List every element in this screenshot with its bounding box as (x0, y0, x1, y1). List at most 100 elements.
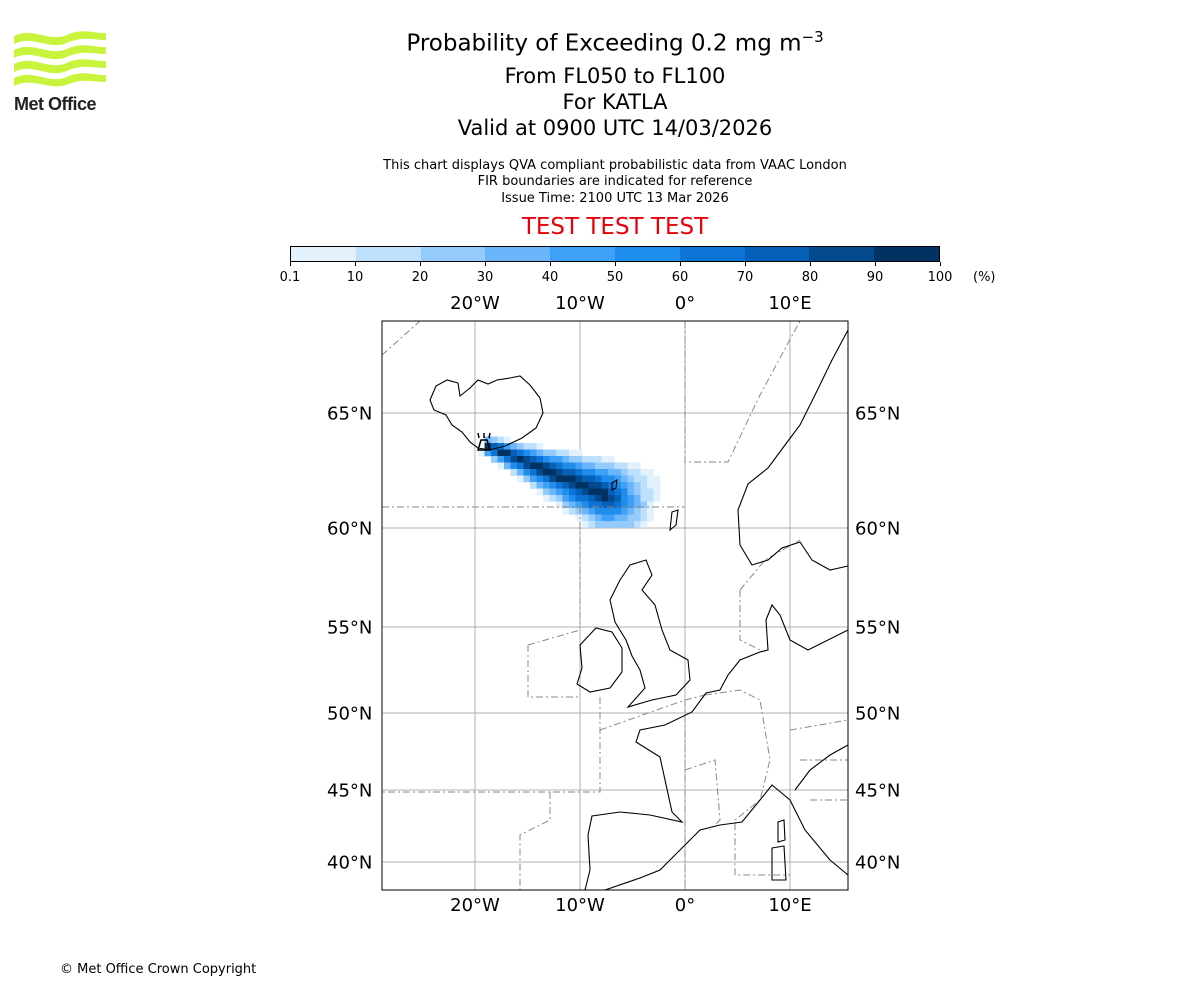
note-fir: FIR boundaries are indicated for referen… (477, 174, 753, 189)
ireland-coast (576, 627, 623, 693)
plume-cell (595, 514, 602, 522)
plume-cell (504, 456, 511, 463)
plume-cell (530, 449, 537, 457)
shetland-coast (669, 509, 679, 532)
colorbar-tick-label: 70 (736, 270, 754, 285)
great-britain-coast (609, 559, 691, 709)
plume-cell (634, 462, 641, 470)
plume-cell (582, 482, 589, 489)
plume-cell (556, 456, 563, 463)
plume-cell (582, 495, 589, 502)
longitude-label: 20°W (450, 895, 500, 916)
plume-cell (614, 482, 622, 489)
plume-cell (575, 456, 583, 463)
plume-cell (582, 469, 589, 476)
iceland-coast (429, 375, 544, 451)
plume-cell (549, 469, 557, 476)
colorbar-tick-mark (290, 262, 291, 266)
plume-cell (491, 456, 498, 463)
latitude-label: 55°N (327, 617, 373, 639)
plume-cell (647, 475, 654, 483)
plume-cell (575, 475, 583, 483)
plume-cell (504, 436, 511, 444)
plume-cell (608, 521, 615, 528)
plume-cell (627, 469, 635, 476)
plume-cell (595, 482, 602, 489)
plume-cell (556, 482, 563, 489)
plume-cell (588, 488, 596, 496)
latitude-label: 65°N (855, 403, 901, 425)
plume-cell (530, 462, 537, 470)
plume-cell (530, 475, 537, 483)
plume-cell (588, 508, 596, 515)
copyright: © Met Office Crown Copyright (60, 962, 257, 977)
plume-cell (575, 469, 583, 476)
plume-cell (595, 521, 602, 528)
map-frame (381, 320, 849, 891)
plume-cell (562, 482, 570, 489)
sardinia-coast (771, 845, 787, 881)
plume-cell (627, 521, 635, 528)
plume-cell (523, 475, 531, 483)
plume-cell (647, 501, 654, 509)
plume-cell (575, 462, 583, 470)
plume-cell (484, 436, 492, 444)
plume-cell (601, 469, 609, 476)
plume-cell (562, 508, 570, 515)
colorbar-tick-label: 100 (927, 270, 953, 285)
plume-cell (497, 462, 505, 470)
plume-cell (621, 469, 628, 476)
plume-cell (517, 443, 524, 450)
plume-cell (569, 462, 576, 470)
plume-cell (595, 488, 602, 496)
latitude-label: 45°N (855, 780, 901, 802)
plume-cell (543, 488, 550, 496)
colorbar-tick-label: 60 (671, 270, 689, 285)
plume-cell (530, 482, 537, 489)
plume-cell (510, 443, 518, 450)
europe-coast (584, 651, 849, 891)
plume-cell (517, 449, 524, 457)
plume-cell (504, 462, 511, 470)
valid-time: Valid at 0900 UTC 14/03/2026 (457, 116, 773, 140)
ash-probability-plume (478, 436, 661, 528)
plume-cell (569, 495, 576, 502)
plume-cell (627, 508, 635, 515)
longitude-label: 20°W (450, 293, 500, 314)
plume-cell (575, 508, 583, 515)
chart-title: Probability of Exceeding 0.2 mg m−3 (0, 28, 1200, 57)
colorbar-swatch (291, 247, 356, 261)
plume-cell (510, 456, 518, 463)
plume-cell (614, 495, 622, 502)
plume-cell (569, 501, 576, 509)
colorbar-swatch (355, 247, 421, 261)
plume-cell (608, 514, 615, 522)
plume-cell (627, 482, 635, 489)
plume-cell (562, 456, 570, 463)
plume-cell (530, 469, 537, 476)
longitude-label: 0° (674, 895, 696, 916)
plume-cell (621, 501, 628, 509)
latitude-label: 65°N (327, 403, 373, 425)
plume-cell (497, 449, 505, 457)
plume-cell (634, 475, 641, 483)
plume-cell (523, 449, 531, 457)
plume-cell (621, 462, 628, 470)
plume-cell (569, 508, 576, 515)
norway-coast (737, 329, 849, 571)
latitude-label: 45°N (327, 780, 373, 802)
colorbar-swatch (874, 247, 939, 261)
plume-cell (562, 501, 570, 509)
plume-cell (536, 462, 544, 470)
plume-cell (556, 469, 563, 476)
plume-cell (621, 495, 628, 502)
plume-cell (582, 521, 589, 528)
plume-cell (640, 521, 648, 528)
plume-cell (601, 488, 609, 496)
plume-cell (621, 521, 628, 528)
plume-cell (582, 488, 589, 496)
plume-cell (608, 475, 615, 483)
denmark-coast (759, 603, 849, 653)
wave-logo-icon (14, 31, 106, 87)
